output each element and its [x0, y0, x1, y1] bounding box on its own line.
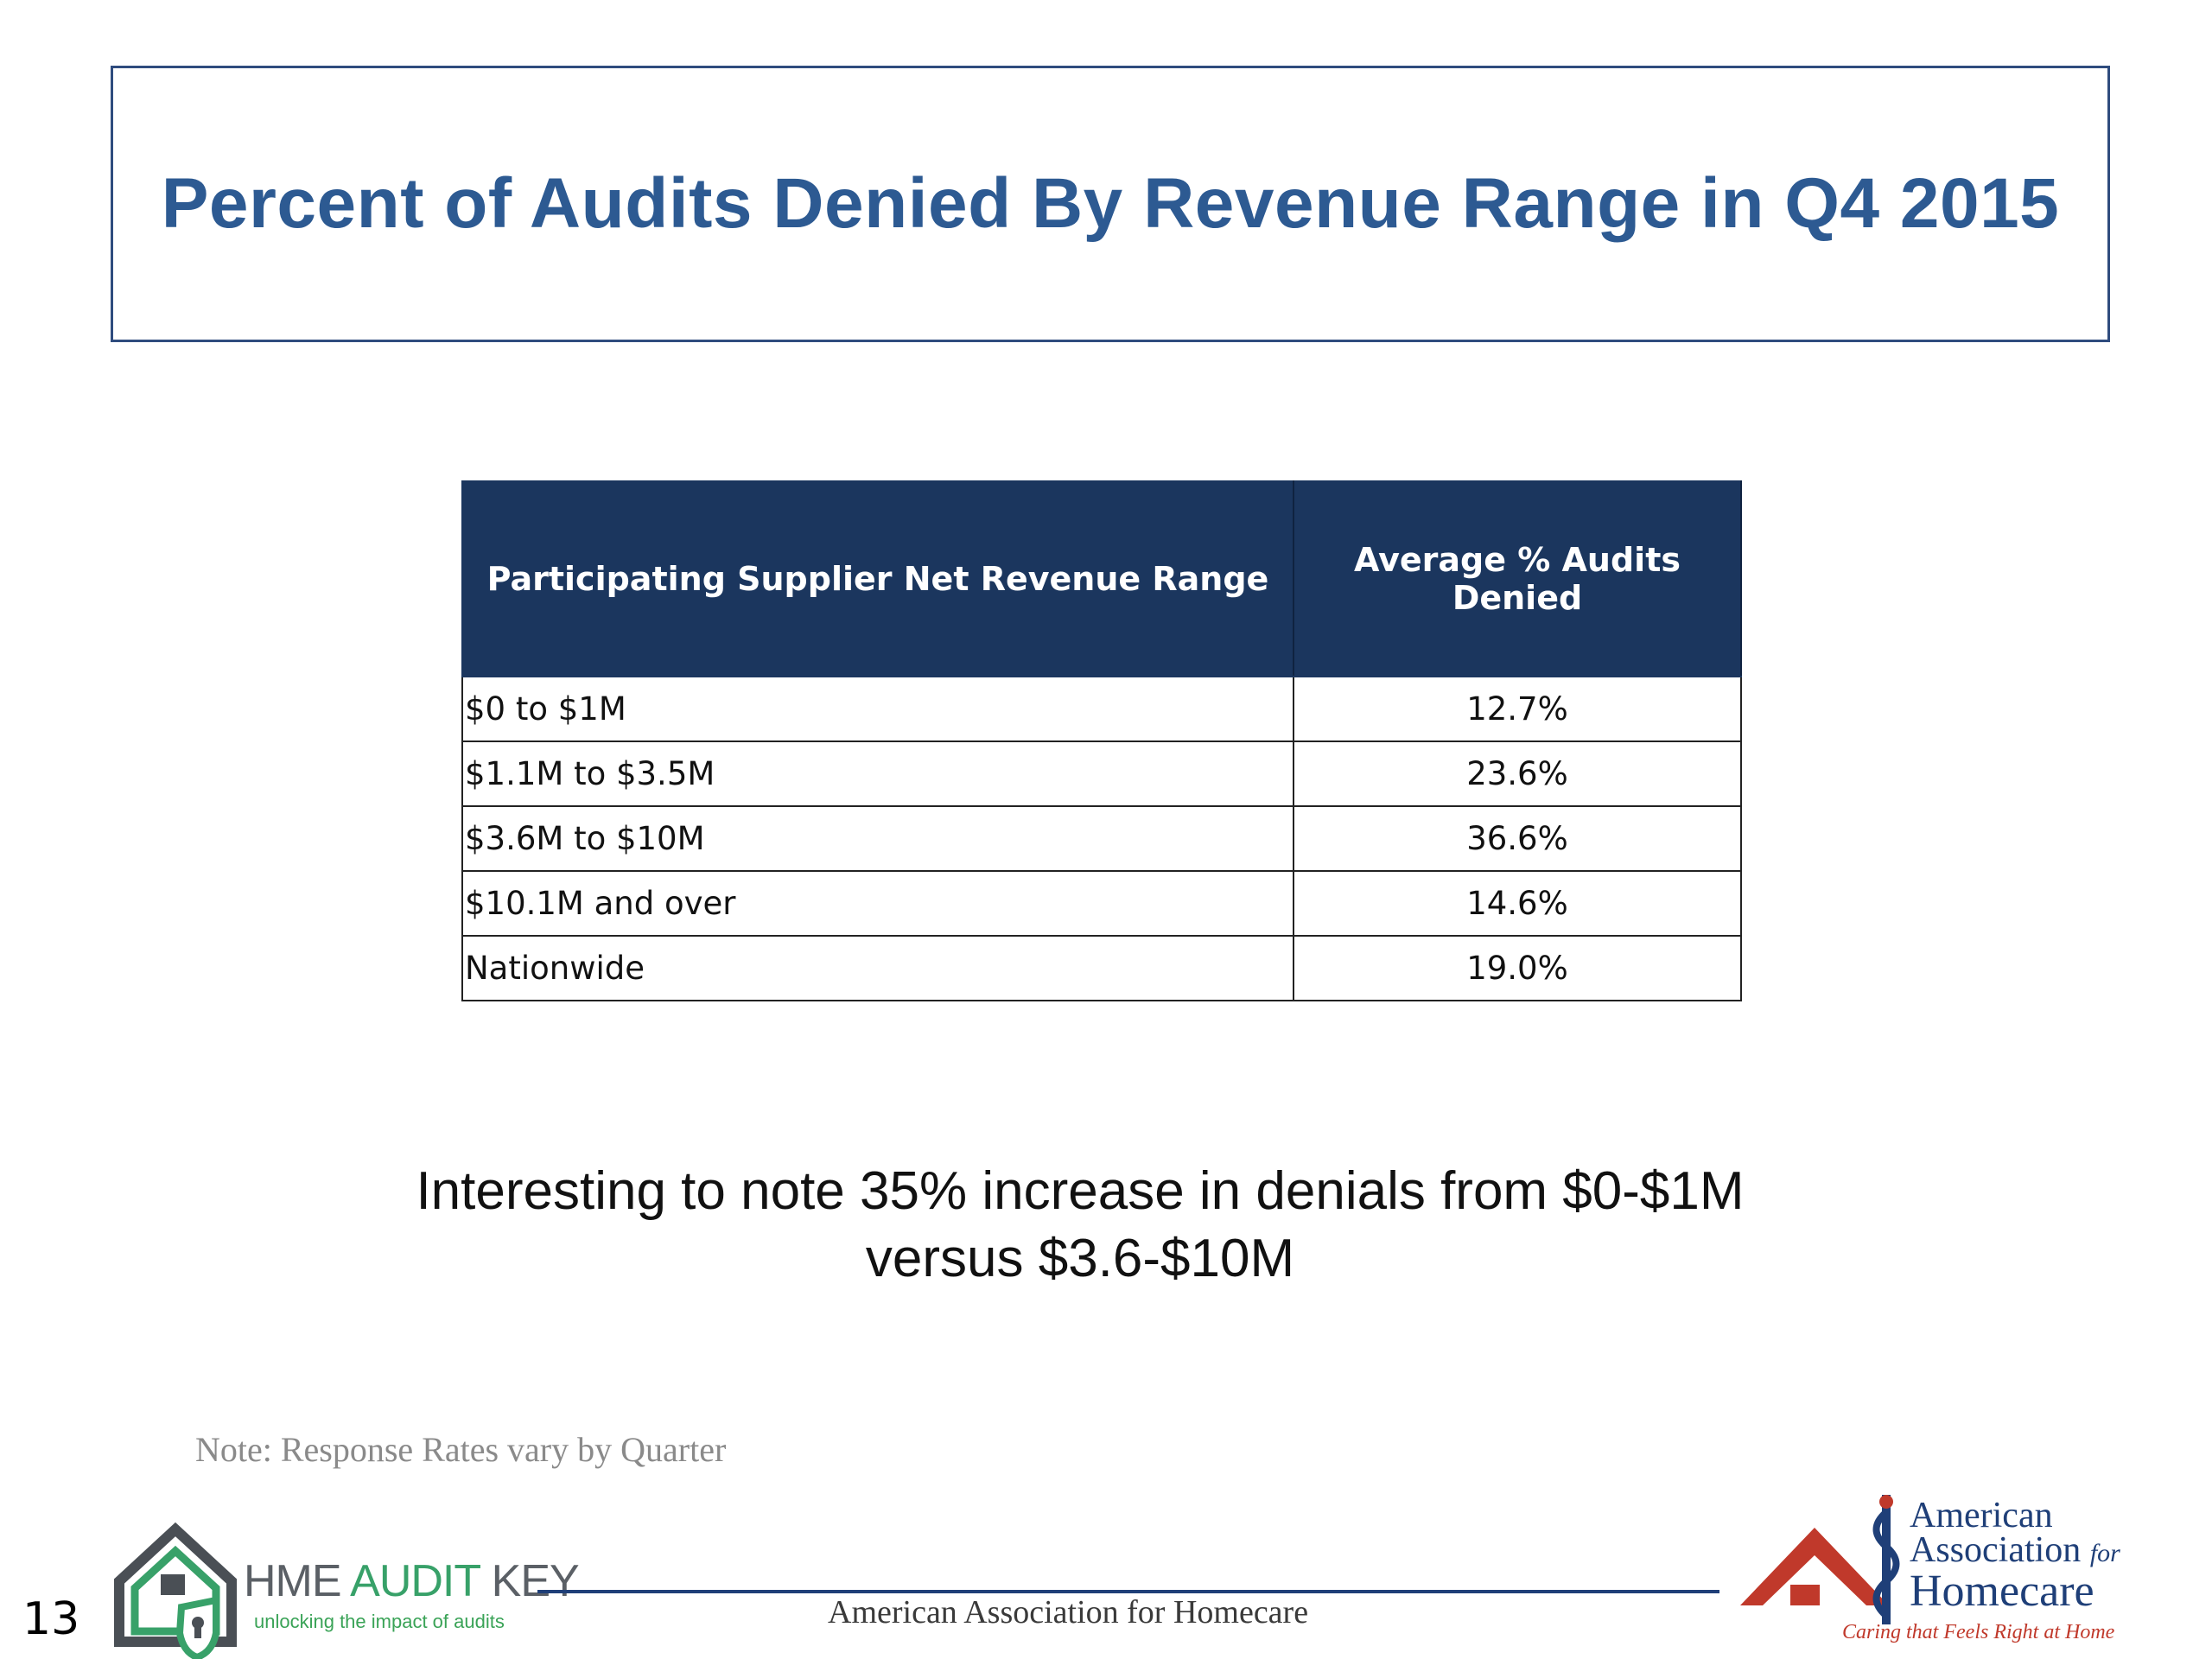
callout-line-2: versus $3.6-$10M [865, 1229, 1295, 1288]
header-avg-denied: Average % Audits Denied [1293, 480, 1742, 677]
table-row: $3.6M to $10M 36.6% [461, 805, 1742, 872]
row-range: $10.1M and over [461, 870, 1294, 937]
aahomecare-line-1: American [1910, 1496, 2053, 1535]
row-range: $3.6M to $10M [461, 805, 1294, 872]
header-revenue-range: Participating Supplier Net Revenue Range [461, 480, 1294, 677]
table-row: $1.1M to $3.5M 23.6% [461, 741, 1742, 807]
hme-audit-key-logo: HME AUDIT KEY unlocking the impact of au… [111, 1521, 580, 1659]
aahomecare-logo: American Association for Homecare Caring… [1737, 1495, 2134, 1650]
row-range: $1.1M to $3.5M [461, 741, 1294, 807]
table-row: $0 to $1M 12.7% [461, 676, 1742, 742]
table-row: $10.1M and over 14.6% [461, 870, 1742, 937]
house-shield-icon [114, 1522, 237, 1659]
page-number: 13 [22, 1593, 80, 1645]
slide-title: Percent of Audits Denied By Revenue Rang… [161, 164, 2060, 243]
audit-key-tagline: unlocking the impact of audits [254, 1611, 505, 1632]
row-value: 36.6% [1293, 805, 1742, 872]
table-header-row: Participating Supplier Net Revenue Range… [461, 480, 1742, 677]
row-value: 19.0% [1293, 935, 1742, 1001]
row-value: 12.7% [1293, 676, 1742, 742]
response-rate-note: Note: Response Rates vary by Quarter [195, 1430, 727, 1469]
callout-text: Interesting to note 35% increase in deni… [259, 1158, 1901, 1293]
aahomecare-tagline: Caring that Feels Right at Home [1842, 1621, 2115, 1643]
row-value: 14.6% [1293, 870, 1742, 937]
aahomecare-line-3: Homecare [1910, 1567, 2094, 1616]
footer-divider [537, 1590, 1719, 1593]
footer-org-name: American Association for Homecare [828, 1594, 1309, 1630]
revenue-denial-table: Participating Supplier Net Revenue Range… [461, 480, 1742, 1001]
row-range: Nationwide [461, 935, 1294, 1001]
audit-key-name: HME AUDIT KEY [244, 1556, 580, 1606]
table-row: Nationwide 19.0% [461, 935, 1742, 1001]
aahomecare-line-2: Association for [1910, 1530, 2120, 1570]
callout-line-1: Interesting to note 35% increase in deni… [416, 1161, 1745, 1221]
title-box: Percent of Audits Denied By Revenue Rang… [111, 66, 2110, 342]
house-caduceus-icon [1740, 1495, 1900, 1624]
row-value: 23.6% [1293, 741, 1742, 807]
row-range: $0 to $1M [461, 676, 1294, 742]
